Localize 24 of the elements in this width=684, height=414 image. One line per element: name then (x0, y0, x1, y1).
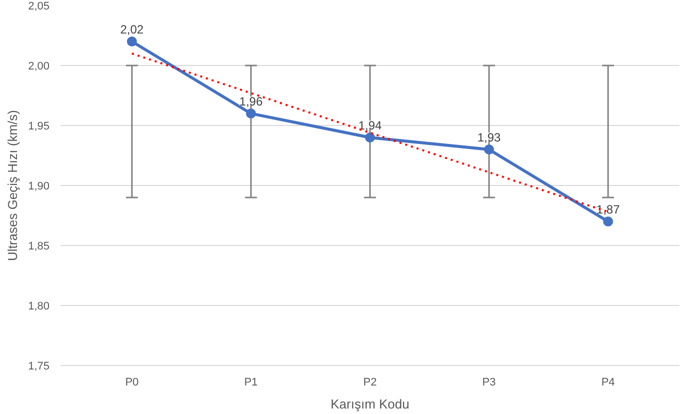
point (126, 36, 137, 46)
x-tick-label: P0 (125, 376, 139, 388)
x-tick-label: P3 (482, 376, 496, 388)
data-label: 2,02 (120, 22, 144, 36)
point (365, 132, 375, 142)
y-tick-label: 1,80 (28, 300, 50, 312)
data-label: 1,87 (596, 202, 620, 216)
point (603, 216, 614, 226)
point (484, 144, 494, 154)
y-tick-label: 1,95 (28, 120, 50, 132)
data-label: 1,94 (358, 118, 382, 132)
x-tick-label: P1 (244, 376, 258, 388)
y-tick-label: 2,05 (28, 0, 50, 12)
data-label: 1,93 (477, 130, 502, 144)
x-tick-label: P2 (363, 376, 377, 388)
y-tick-label: 1,75 (28, 360, 50, 372)
y-tick-label: 1,90 (28, 180, 50, 192)
point (246, 108, 256, 118)
y-axis-title: Ultrases Geçiş Hızı (km/s) (5, 110, 20, 261)
x-axis-title: Karışım Kodu (330, 396, 410, 412)
y-tick-label: 2,00 (28, 60, 50, 72)
y-tick-label: 1,85 (28, 240, 50, 252)
x-tick-label: P4 (601, 376, 615, 388)
data-label: 1,96 (239, 94, 263, 108)
